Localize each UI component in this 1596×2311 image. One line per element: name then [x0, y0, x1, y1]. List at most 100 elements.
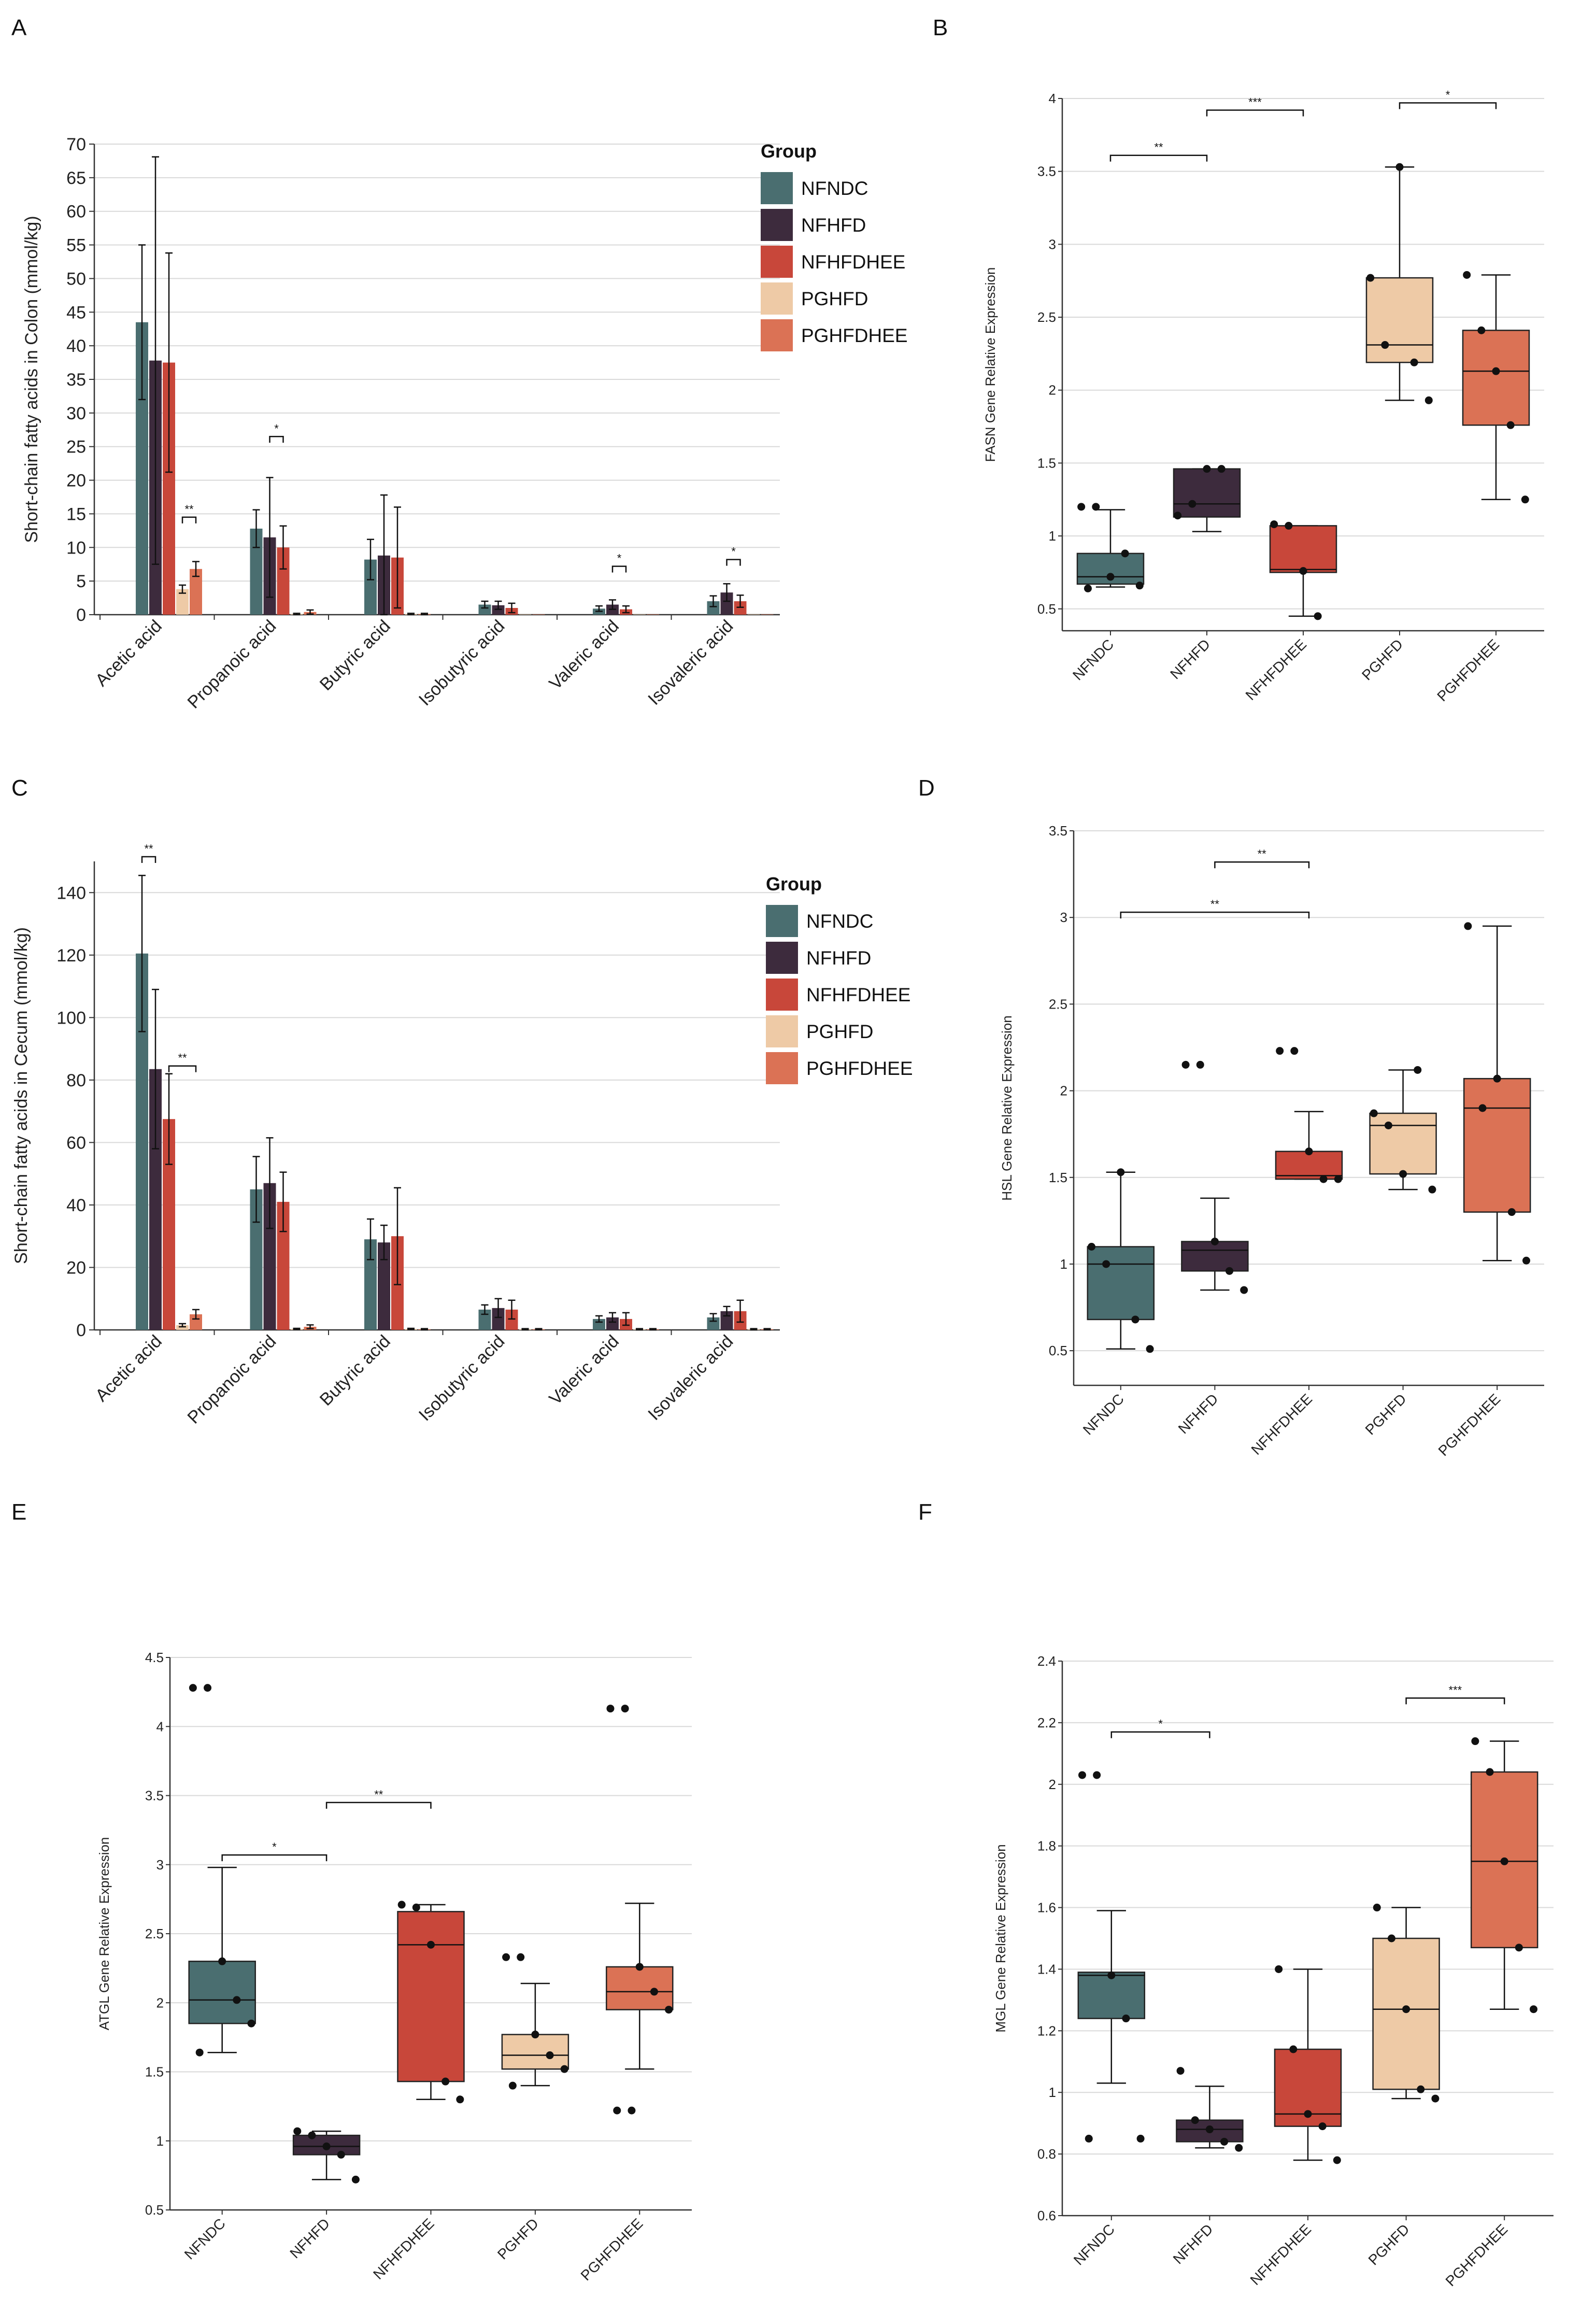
significance-label: * [274, 422, 279, 435]
data-point [1399, 1170, 1407, 1178]
y-tick-label: 3.5 [1037, 164, 1056, 179]
x-tick-label: NFHFDHEE [1243, 636, 1310, 703]
y-tick-label: 0.5 [1049, 1343, 1067, 1358]
y-tick-label: 2.5 [1049, 996, 1067, 1012]
data-point [560, 2065, 568, 2073]
significance-bracket [1206, 109, 1304, 117]
data-point [337, 2150, 345, 2159]
y-tick-label: 40 [66, 1196, 86, 1215]
legend-swatch [761, 209, 793, 241]
data-point [1085, 2134, 1093, 2143]
y-tick-label: 0.6 [1037, 2208, 1056, 2223]
bar [478, 604, 491, 615]
y-axis-label: Short-chain fatty acids in Colon (mmol/k… [22, 216, 41, 543]
box [1365, 277, 1434, 363]
data-point [1410, 358, 1418, 366]
y-tick-label: 45 [66, 303, 86, 322]
legend-swatch [766, 905, 798, 937]
x-tick-label: NFHFDHEE [370, 2215, 437, 2282]
y-tick-label: 15 [66, 504, 86, 524]
data-point [606, 1705, 615, 1713]
legend-swatch [766, 979, 798, 1011]
legend-label: PGHFD [801, 288, 868, 309]
significance-label: * [1158, 1718, 1163, 1731]
y-axis-label: ATGL Gene Relative Expression [96, 1837, 112, 2031]
data-point [1522, 1256, 1531, 1265]
data-point [1092, 503, 1100, 511]
x-tick-label: Isovaleric acid [644, 616, 737, 709]
data-point [351, 2175, 360, 2184]
data-point [1370, 1109, 1378, 1117]
data-point [1373, 1904, 1381, 1912]
y-tick-label: 2 [1049, 1777, 1056, 1792]
data-point [1084, 584, 1092, 592]
y-tick-label: 0.5 [145, 2202, 164, 2218]
data-point [1304, 2110, 1312, 2118]
data-point [293, 2127, 302, 2135]
legend-swatch [761, 319, 793, 351]
x-tick-label: NFNDC [1071, 2221, 1118, 2268]
y-tick-label: 4.5 [145, 1650, 164, 1665]
x-tick-label: Isobutyric acid [415, 616, 509, 710]
x-tick-label: NFHFDHEE [1248, 1391, 1316, 1458]
legend-label: NFNDC [806, 911, 873, 932]
y-tick-label: 70 [66, 135, 86, 154]
x-tick-label: NFHFD [1175, 1391, 1221, 1437]
legend-swatch [761, 246, 793, 278]
data-point [1319, 1175, 1328, 1183]
x-tick-label: PGHFD [494, 2215, 542, 2262]
significance-label: ** [178, 1052, 187, 1065]
y-tick-label: 1.5 [1049, 1170, 1067, 1185]
y-tick-label: 10 [66, 538, 86, 558]
y-axis-label: Short-chain fatty acids in Cecum (mmol/k… [11, 927, 31, 1264]
data-point [1087, 1243, 1095, 1251]
x-tick-label: PGHFDHEE [578, 2215, 646, 2284]
box [1269, 525, 1337, 573]
box [1463, 1077, 1531, 1213]
significance-bracket [611, 565, 627, 573]
data-point [1431, 2094, 1440, 2103]
y-tick-label: 1.6 [1037, 1900, 1056, 1916]
y-tick-label: 2 [156, 1995, 164, 2010]
data-point [1217, 465, 1226, 473]
significance-label: ** [184, 503, 194, 516]
significance-bracket [221, 1854, 327, 1862]
data-point [1530, 2005, 1538, 2014]
significance-label: *** [1449, 1683, 1462, 1696]
y-tick-label: 2.5 [1037, 309, 1056, 325]
significance-bracket [141, 856, 156, 863]
data-point [1314, 612, 1322, 620]
bar [633, 614, 646, 615]
y-tick-label: 0 [76, 605, 86, 625]
data-point [1464, 922, 1472, 930]
data-point [1486, 1768, 1494, 1776]
significance-bracket [181, 516, 197, 523]
data-point [1106, 573, 1115, 581]
y-tick-label: 25 [66, 437, 86, 457]
data-point [1181, 1060, 1190, 1069]
data-point [1414, 1066, 1422, 1074]
data-point [1235, 2144, 1243, 2152]
data-point [1318, 2122, 1327, 2131]
data-point [1135, 582, 1144, 590]
y-tick-label: 80 [66, 1071, 86, 1090]
x-tick-label: PGHFDHEE [1435, 1391, 1504, 1459]
data-point [1136, 2134, 1145, 2143]
data-point [397, 1901, 406, 1909]
box [501, 2034, 569, 2070]
legend-label: PGHFDHEE [801, 325, 908, 346]
box [1369, 1112, 1437, 1175]
data-point [1285, 521, 1293, 530]
data-point [1240, 1286, 1248, 1294]
data-point [1203, 465, 1211, 473]
y-tick-label: 0 [76, 1321, 86, 1340]
bar [519, 614, 532, 615]
x-tick-label: PGHFDHEE [1443, 2221, 1511, 2289]
data-point [456, 2095, 464, 2104]
data-point [1417, 2085, 1425, 2093]
data-point [1384, 1121, 1392, 1129]
panel-letter: C [11, 775, 28, 801]
data-point [1395, 163, 1404, 171]
y-axis-label: MGL Gene Relative Expression [993, 1844, 1008, 2032]
